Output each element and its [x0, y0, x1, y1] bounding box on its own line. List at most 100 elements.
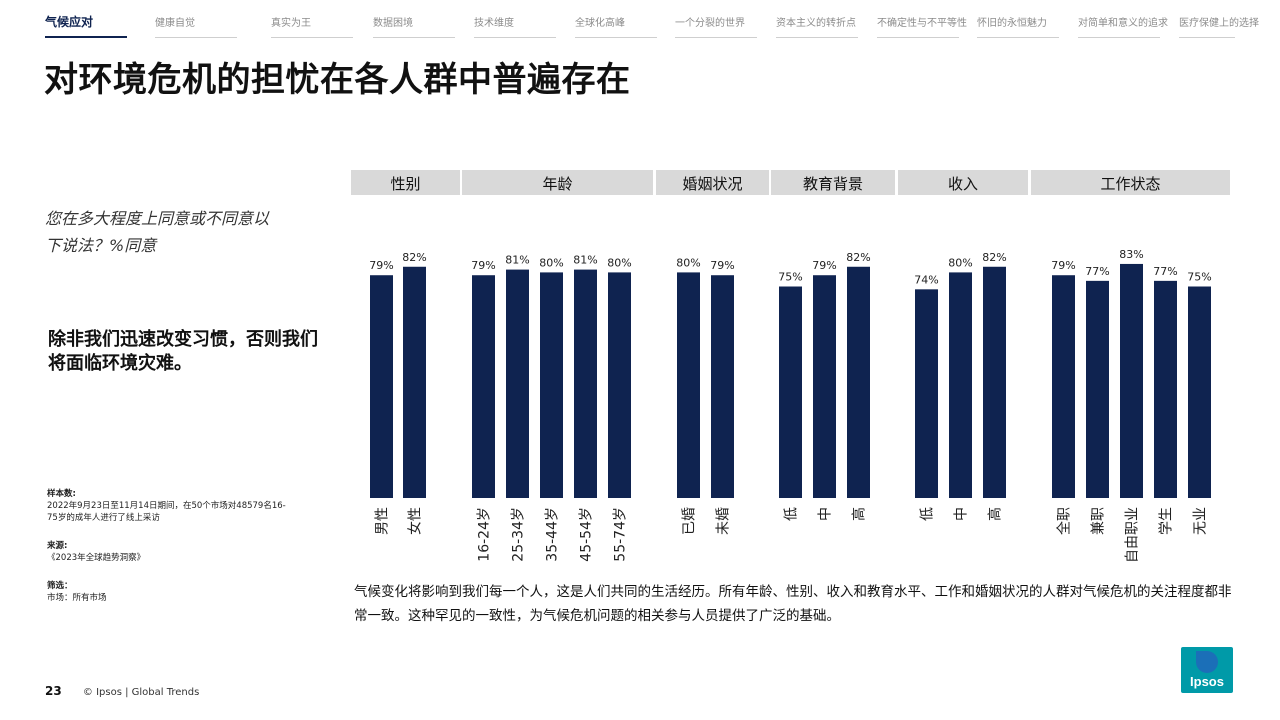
- group-header-label: 收入: [948, 175, 978, 193]
- category-label: 高: [987, 507, 1004, 521]
- category-label: 25-34岁: [511, 507, 527, 562]
- group-header-bg: [351, 170, 460, 195]
- nav-tab-4[interactable]: 技术维度: [474, 8, 556, 38]
- nav-tab-5[interactable]: 全球化高峰: [575, 8, 657, 38]
- category-label: 中: [954, 507, 970, 521]
- category-label: 高: [851, 507, 868, 521]
- nav-tab-10[interactable]: 对简单和意义的追求: [1078, 8, 1168, 38]
- bar: [847, 266, 870, 498]
- bar: [370, 275, 393, 498]
- category-label: 自由职业: [1125, 507, 1141, 563]
- bar-value-label: 80%: [539, 256, 563, 269]
- bar-value-label: 79%: [369, 259, 393, 272]
- bar-value-label: 77%: [1085, 265, 1109, 278]
- category-label: 35-44岁: [545, 507, 561, 562]
- sample-size-heading: 样本数:: [47, 489, 76, 499]
- bar-value-label: 79%: [812, 259, 836, 272]
- group-header-bg: [462, 170, 653, 195]
- nav-tab-8[interactable]: 不确定性与不平等性: [877, 8, 967, 38]
- bar-value-label: 80%: [948, 256, 972, 269]
- category-label: 中: [818, 507, 834, 521]
- group-header-label: 年龄: [542, 175, 572, 193]
- page-title: 对环境危机的担忧在各人群中普遍存在: [44, 60, 631, 100]
- bar: [1120, 263, 1143, 498]
- group-header-bg: [771, 170, 895, 195]
- category-label: 低: [784, 507, 800, 521]
- category-label: 男性: [375, 507, 391, 535]
- bar: [472, 275, 495, 498]
- source-text: 《2023年全球趋势洞察》: [47, 553, 146, 563]
- nav-tab-11[interactable]: 医疗保健上的选择: [1179, 8, 1259, 38]
- logo-mark-icon: [1196, 651, 1218, 673]
- group-header-bg: [898, 170, 1028, 195]
- nav-tab-2[interactable]: 真实为王: [271, 8, 353, 38]
- category-label: 无业: [1193, 507, 1209, 535]
- logo-text: Ipsos: [1190, 674, 1224, 689]
- bar-value-label: 81%: [505, 254, 529, 267]
- group-header-label: 性别: [390, 175, 420, 193]
- bar: [403, 266, 426, 498]
- sample-size-text: 2022年9月23日至11月14日期间，在50个市场对48579名16-75岁的…: [47, 501, 286, 523]
- category-label: 兼职: [1091, 507, 1107, 535]
- survey-statement: 除非我们迅速改变习惯，否则我们将面临环境灾难。: [48, 329, 318, 374]
- bar-value-label: 74%: [914, 273, 938, 286]
- nav-tab-1[interactable]: 健康自觉: [155, 8, 237, 38]
- category-label: 55-74岁: [613, 507, 629, 562]
- category-label: 45-54岁: [579, 507, 595, 562]
- bar-value-label: 80%: [607, 256, 631, 269]
- bar-value-label: 79%: [710, 259, 734, 272]
- nav-tab-6[interactable]: 一个分裂的世界: [675, 8, 757, 38]
- category-label: 已婚: [682, 507, 698, 535]
- group-header-label: 婚姻状况: [682, 175, 742, 193]
- filter-text: 市场：所有市场: [47, 593, 107, 603]
- bar: [1052, 275, 1075, 498]
- bar: [779, 286, 802, 498]
- bar: [915, 289, 938, 498]
- footer-credit: © Ipsos | Global Trends: [82, 687, 200, 698]
- group-header-label: 教育背景: [803, 175, 863, 193]
- page-number: 23: [45, 684, 62, 698]
- category-label: 低: [920, 507, 936, 521]
- bar: [983, 266, 1006, 498]
- bar: [1086, 280, 1109, 498]
- category-label: 女性: [407, 507, 424, 535]
- bar-value-label: 75%: [778, 271, 802, 284]
- bar: [1188, 286, 1211, 498]
- bar-value-label: 82%: [982, 251, 1006, 264]
- bar: [1154, 280, 1177, 498]
- filter-heading: 筛选：: [47, 581, 73, 591]
- source-heading: 来源:: [47, 541, 68, 551]
- category-label: 16-24岁: [477, 507, 493, 562]
- category-label: 未婚: [716, 507, 732, 535]
- nav-tab-0[interactable]: 气候应对: [45, 8, 127, 38]
- ipsos-logo: Ipsos: [1181, 647, 1233, 693]
- bar: [711, 275, 734, 498]
- bar: [813, 275, 836, 498]
- top-nav: 气候应对 健康自觉 真实为王 数据困境 技术维度 全球化高峰 一个分裂的世界 资本主义的转折点…: [45, 8, 1259, 38]
- bar-value-label: 81%: [573, 254, 597, 267]
- chart-summary: 气候变化将影响到我们每一个人，这是人们共同的生活经历。所有年龄、性别、收入和教育…: [354, 584, 1232, 624]
- nav-tab-7[interactable]: 资本主义的转折点: [776, 8, 858, 38]
- bar: [506, 269, 529, 498]
- footer: 23 © Ipsos | Global Trends: [45, 684, 199, 698]
- bar: [608, 272, 631, 498]
- category-label: 学生: [1159, 507, 1175, 535]
- bar-value-label: 83%: [1119, 248, 1143, 261]
- survey-question: 您在多大程度上同意或不同意以下说法？%同意: [45, 209, 270, 255]
- bar: [949, 272, 972, 498]
- bar-value-label: 82%: [402, 251, 426, 264]
- bar: [540, 272, 563, 498]
- bar-value-label: 80%: [676, 256, 700, 269]
- bar-value-label: 82%: [846, 251, 870, 264]
- nav-tab-3[interactable]: 数据困境: [373, 8, 455, 38]
- category-label: 全职: [1056, 507, 1073, 535]
- nav-tab-9[interactable]: 怀旧的永恒魅力: [977, 8, 1059, 38]
- bar-value-label: 75%: [1187, 271, 1211, 284]
- bar: [677, 272, 700, 498]
- bar-value-label: 79%: [1051, 259, 1075, 272]
- bar-value-label: 79%: [471, 259, 495, 272]
- methodology-notes: 样本数: 2022年9月23日至11月14日期间，在50个市场对48579名16…: [47, 488, 287, 620]
- group-header-bg: [1031, 170, 1230, 195]
- bar-value-label: 77%: [1153, 265, 1177, 278]
